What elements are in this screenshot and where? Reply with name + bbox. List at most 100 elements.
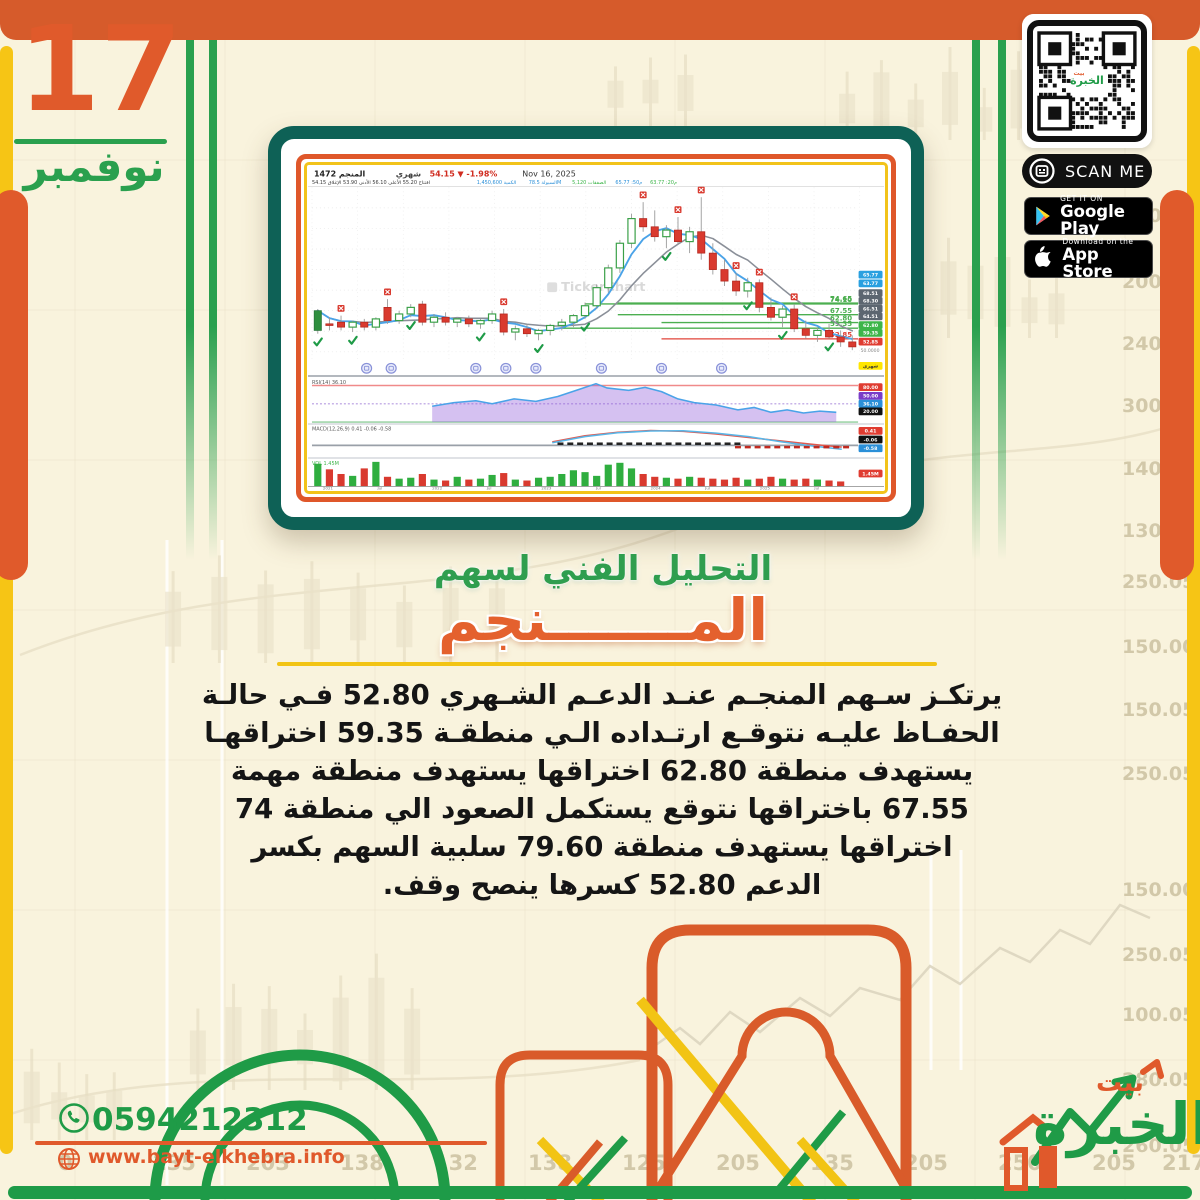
svg-text:260.05: 260.05 <box>1122 1135 1195 1157</box>
svg-text:250.05: 250.05 <box>1122 763 1195 785</box>
analysis-line: يرتكـز سـهم المنجـم عنـد الدعـم الشـهري … <box>201 679 1003 711</box>
svg-text:شهري: شهري <box>863 365 879 370</box>
svg-text:50.0000: 50.0000 <box>861 348 880 354</box>
svg-text:2024: 2024 <box>651 486 662 490</box>
svg-text:2021: 2021 <box>323 486 334 490</box>
svg-text:217: 217 <box>1162 1151 1200 1175</box>
svg-text:52.85: 52.85 <box>830 331 852 339</box>
orange-hump-line <box>654 1007 912 1195</box>
stripe-right-1 <box>972 40 980 560</box>
left-orange-pill <box>0 190 28 580</box>
contact-divider <box>35 1141 487 1145</box>
google-play-line2: Google Play <box>1060 201 1125 238</box>
svg-text:2023: 2023 <box>541 486 552 490</box>
svg-text:59.35: 59.35 <box>863 331 878 337</box>
bottom-decor-shapes <box>149 924 912 1200</box>
svg-text:59.35: 59.35 <box>830 320 852 328</box>
logo-text-top: بيت <box>1096 1068 1144 1098</box>
google-play-line1: GET IT ON <box>1060 193 1103 203</box>
svg-text:62.80: 62.80 <box>863 323 879 329</box>
svg-text:74.65: 74.65 <box>830 295 852 303</box>
app-store-badge[interactable]: Download on the App Store <box>1024 236 1153 281</box>
svg-text:20.00: 20.00 <box>863 409 879 415</box>
svg-text:205: 205 <box>1092 1151 1136 1175</box>
brand-logo: بيت الخبرة <box>995 1050 1200 1195</box>
analysis-line: يستهدف منطقة 62.80 اختراقها يستهدف منطقة… <box>230 755 974 787</box>
svg-text:150.05: 150.05 <box>1122 699 1195 721</box>
bottom-green-bar <box>8 1186 1192 1199</box>
qr-code[interactable]: الخبرة بيت <box>1022 14 1152 148</box>
analysis-line: 67.55 باختراقها نتوقع يستكمل الصعود الي … <box>235 793 969 825</box>
svg-text:VOL 1.45M: VOL 1.45M <box>312 461 339 467</box>
svg-text:الكمية 1,450,600: الكمية 1,450,600 <box>477 180 517 186</box>
svg-text:203: 203 <box>246 1151 290 1175</box>
svg-text:Jul: Jul <box>595 486 601 490</box>
svg-text:الخبرة: الخبرة <box>1070 74 1104 87</box>
google-play-icon <box>1036 206 1050 226</box>
svg-text:Nov 16, 2025: Nov 16, 2025 <box>522 170 576 179</box>
svg-text:م20: 63.77: م20: 63.77 <box>650 180 677 186</box>
svg-text:67.55: 67.55 <box>830 307 852 315</box>
svg-text:125: 125 <box>622 1151 666 1175</box>
svg-text:RSI(14) 36.10: RSI(14) 36.10 <box>312 380 346 386</box>
svg-text:Jul: Jul <box>377 486 383 490</box>
app-store-line2: App Store <box>1062 244 1113 281</box>
scan-me-label: SCAN ME <box>1065 161 1146 181</box>
google-play-badge[interactable]: GET IT ON Google Play <box>1024 193 1153 238</box>
globe-icon <box>58 1148 80 1170</box>
svg-text:68.30: 68.30 <box>863 299 879 305</box>
svg-text:MACD(12,26,9) 0.41 -0.06 -0.: MACD(12,26,9) 0.41 -0.06 -0.58 <box>312 426 391 432</box>
svg-text:150.00: 150.00 <box>1122 636 1195 658</box>
svg-text:TickerChart: TickerChart <box>561 280 645 295</box>
date-day: 17 <box>18 0 183 138</box>
analysis-line: الحفـاظ عليـه نتوقـع ارتـداده الـي منطقـ… <box>204 717 1000 749</box>
svg-text:52.85: 52.85 <box>863 339 878 345</box>
date-month: نوفمبر <box>23 142 165 191</box>
svg-text:السيولة 78.5M: السيولة 78.5M <box>529 180 562 186</box>
top-orange-bar <box>0 0 1200 40</box>
green-arch-inner <box>200 1100 400 1200</box>
analysis-line: اختراقها يستهدف منطقة 79.60 سلبية السهم … <box>251 831 953 863</box>
svg-text:1.45M: 1.45M <box>862 471 879 477</box>
app-store-line1: Download on the <box>1062 236 1134 246</box>
svg-text:150.00: 150.00 <box>1122 879 1195 901</box>
logo-text-main: الخبرة <box>1033 1090 1200 1158</box>
website-url[interactable]: www.bayt-elkhebra.info <box>88 1146 345 1168</box>
orange-door-small <box>495 1050 673 1200</box>
date-divider <box>14 139 167 144</box>
phone-number[interactable]: 0594212312 <box>92 1102 308 1138</box>
stripe-left-1 <box>186 40 194 560</box>
analysis-line: الدعم 52.80 كسرها ينصح وقف. <box>382 869 822 901</box>
stock-name-title: المـــــــنجم <box>437 586 769 654</box>
svg-text:68.51: 68.51 <box>863 291 878 297</box>
chart-frame-orange: TickerChart74.6574.1067.5562.8059.3552.8… <box>296 154 896 502</box>
apple-icon <box>1035 246 1051 267</box>
svg-text:63.77: 63.77 <box>863 281 878 287</box>
svg-text:64.51: 64.51 <box>863 314 878 320</box>
analysis-text: يرتكـز سـهم المنجـم عنـد الدعـم الشـهري … <box>172 676 1032 904</box>
svg-text:205: 205 <box>716 1151 760 1175</box>
svg-text:66.51: 66.51 <box>863 306 878 312</box>
svg-text:بيت: بيت <box>1073 70 1084 77</box>
candlestick-chart: TickerChart74.6574.1067.5562.8059.3552.8… <box>308 166 884 490</box>
svg-text:افتتاح 55.20 الأعلى 56.10 ال: افتتاح 55.20 الأعلى 56.10 الأدنى 53.90 ا… <box>312 179 430 186</box>
svg-text:Jul: Jul <box>486 486 492 490</box>
stripe-right-2 <box>998 40 1006 560</box>
svg-text:م50: 65.77: م50: 65.77 <box>615 180 642 186</box>
green-arch-outer <box>149 1049 451 1200</box>
svg-text:Jul: Jul <box>704 486 710 490</box>
svg-text:80.00: 80.00 <box>863 385 879 391</box>
svg-text:100.05: 100.05 <box>1122 1004 1195 1026</box>
chart-screenshot-card: TickerChart74.6574.1067.5562.8059.3552.8… <box>268 126 924 530</box>
svg-text:2022: 2022 <box>432 486 443 490</box>
svg-text:50.00: 50.00 <box>863 394 879 400</box>
svg-text:2025: 2025 <box>760 486 771 490</box>
orange-door-big <box>646 924 912 1200</box>
svg-text:المنجم 1472: المنجم 1472 <box>314 170 366 179</box>
title-divider <box>277 662 937 666</box>
page-title: التحليل الفني لسهم <box>433 549 773 589</box>
svg-text:-0.06: -0.06 <box>864 437 879 443</box>
scan-me-button[interactable]: SCAN ME <box>1022 154 1152 188</box>
whatsapp-icon <box>59 1103 89 1133</box>
